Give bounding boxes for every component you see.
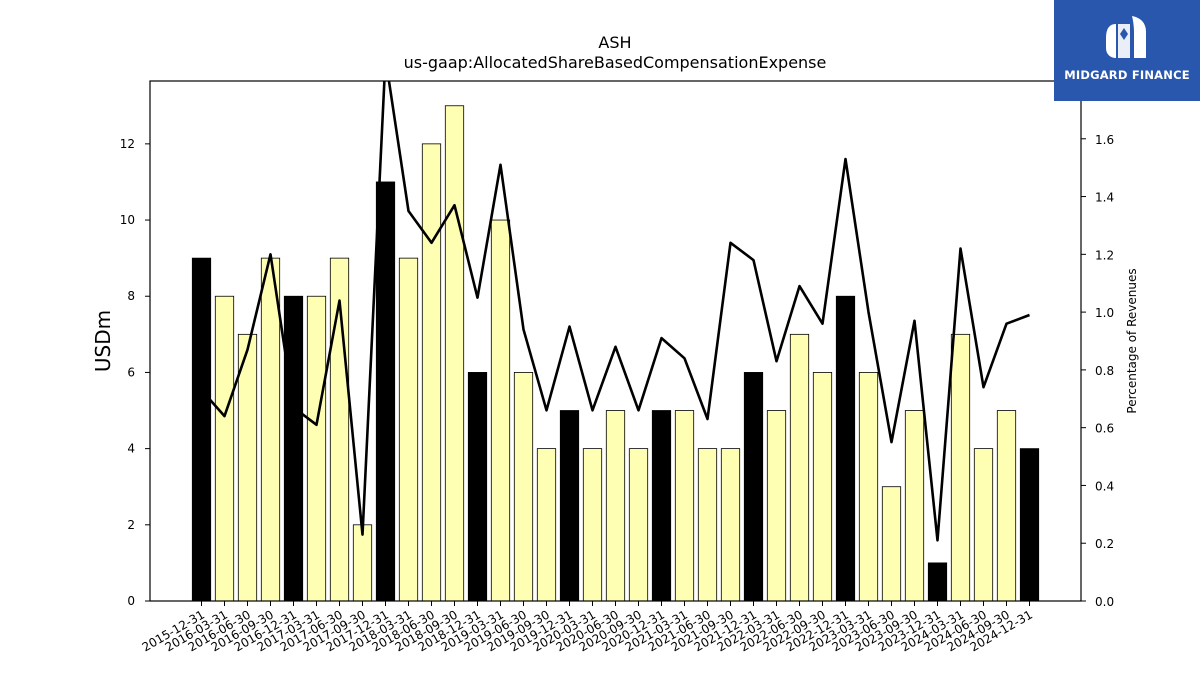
midgard-logo-icon (1106, 16, 1146, 58)
line-layer (200, 81, 1030, 542)
percentage-of-revenues-line (200, 81, 1030, 542)
bar-2020-12-31 (651, 410, 672, 602)
y-tick-label: 6 (127, 365, 135, 379)
bar-2018-06-30 (421, 143, 442, 602)
y-tick-label: 12 (120, 137, 135, 151)
bar-2023-03-31 (858, 372, 879, 602)
y2-tick-label: 1.6 (1095, 133, 1114, 147)
y2-tick-label: 0.4 (1095, 479, 1114, 493)
bar-2023-09-30 (904, 410, 925, 602)
bar-2024-06-30 (973, 448, 994, 602)
bar-2015-12-31 (191, 257, 212, 602)
bar-2016-09-30 (260, 257, 281, 602)
bar-2018-12-31 (467, 372, 488, 602)
bar-2023-06-30 (881, 486, 902, 602)
y-tick-label: 4 (127, 442, 135, 456)
bar-2020-09-30 (628, 448, 649, 602)
y-tick-label: 0 (127, 594, 135, 608)
bar-2021-12-31 (743, 372, 764, 602)
bar-2022-03-31 (766, 410, 787, 602)
y-tick-label: 2 (127, 518, 135, 532)
y-axis-label: USDm (91, 310, 115, 372)
axes-layer: 0246810120.00.20.40.60.81.01.21.41.62015… (120, 133, 1114, 655)
chart-subtitle: us-gaap:AllocatedShareBasedCompensationE… (404, 53, 827, 72)
bar-2019-12-31 (559, 410, 580, 602)
y2-tick-label: 0.2 (1095, 537, 1114, 551)
bar-2024-09-30 (996, 410, 1017, 602)
chart-title: ASH (598, 33, 631, 52)
y2-tick-label: 0.8 (1095, 364, 1114, 378)
bar-2019-03-31 (490, 219, 511, 602)
bar-2018-09-30 (444, 105, 465, 602)
y2-tick-label: 1.4 (1095, 191, 1114, 205)
bar-2022-09-30 (812, 372, 833, 602)
bar-2016-03-31 (214, 295, 235, 602)
bar-2020-03-31 (582, 448, 603, 602)
y-tick-label: 8 (127, 289, 135, 303)
bar-2024-12-31 (1019, 448, 1040, 602)
y2-tick-label: 0.6 (1095, 422, 1114, 436)
bars-layer (191, 105, 1040, 602)
brand-logo: MIDGARD FINANCE (1054, 0, 1200, 101)
bar-2022-06-30 (789, 333, 810, 602)
y2-tick-label: 1.2 (1095, 248, 1114, 262)
y2-axis-label: Percentage of Revenues (1125, 268, 1139, 413)
bar-2019-06-30 (513, 372, 534, 602)
brand-logo-text: MIDGARD FINANCE (1064, 68, 1190, 82)
bar-2024-03-31 (950, 333, 971, 602)
bar-2017-12-31 (375, 181, 396, 602)
y-tick-label: 10 (120, 213, 135, 227)
bar-2017-09-30 (352, 524, 373, 602)
y2-tick-label: 0.0 (1095, 595, 1114, 609)
bar-2016-12-31 (283, 295, 304, 602)
bar-2019-09-30 (536, 448, 557, 602)
bar-2022-12-31 (835, 295, 856, 602)
bar-2023-12-31 (927, 562, 948, 602)
y2-tick-label: 1.0 (1095, 306, 1114, 320)
bar-2017-03-31 (306, 295, 327, 602)
bar-2021-06-30 (697, 448, 718, 602)
bar-2018-03-31 (398, 257, 419, 602)
bar-2020-06-30 (605, 410, 626, 602)
bar-2021-03-31 (674, 410, 695, 602)
bar-2021-09-30 (720, 448, 741, 602)
bar-2016-06-30 (237, 333, 258, 602)
